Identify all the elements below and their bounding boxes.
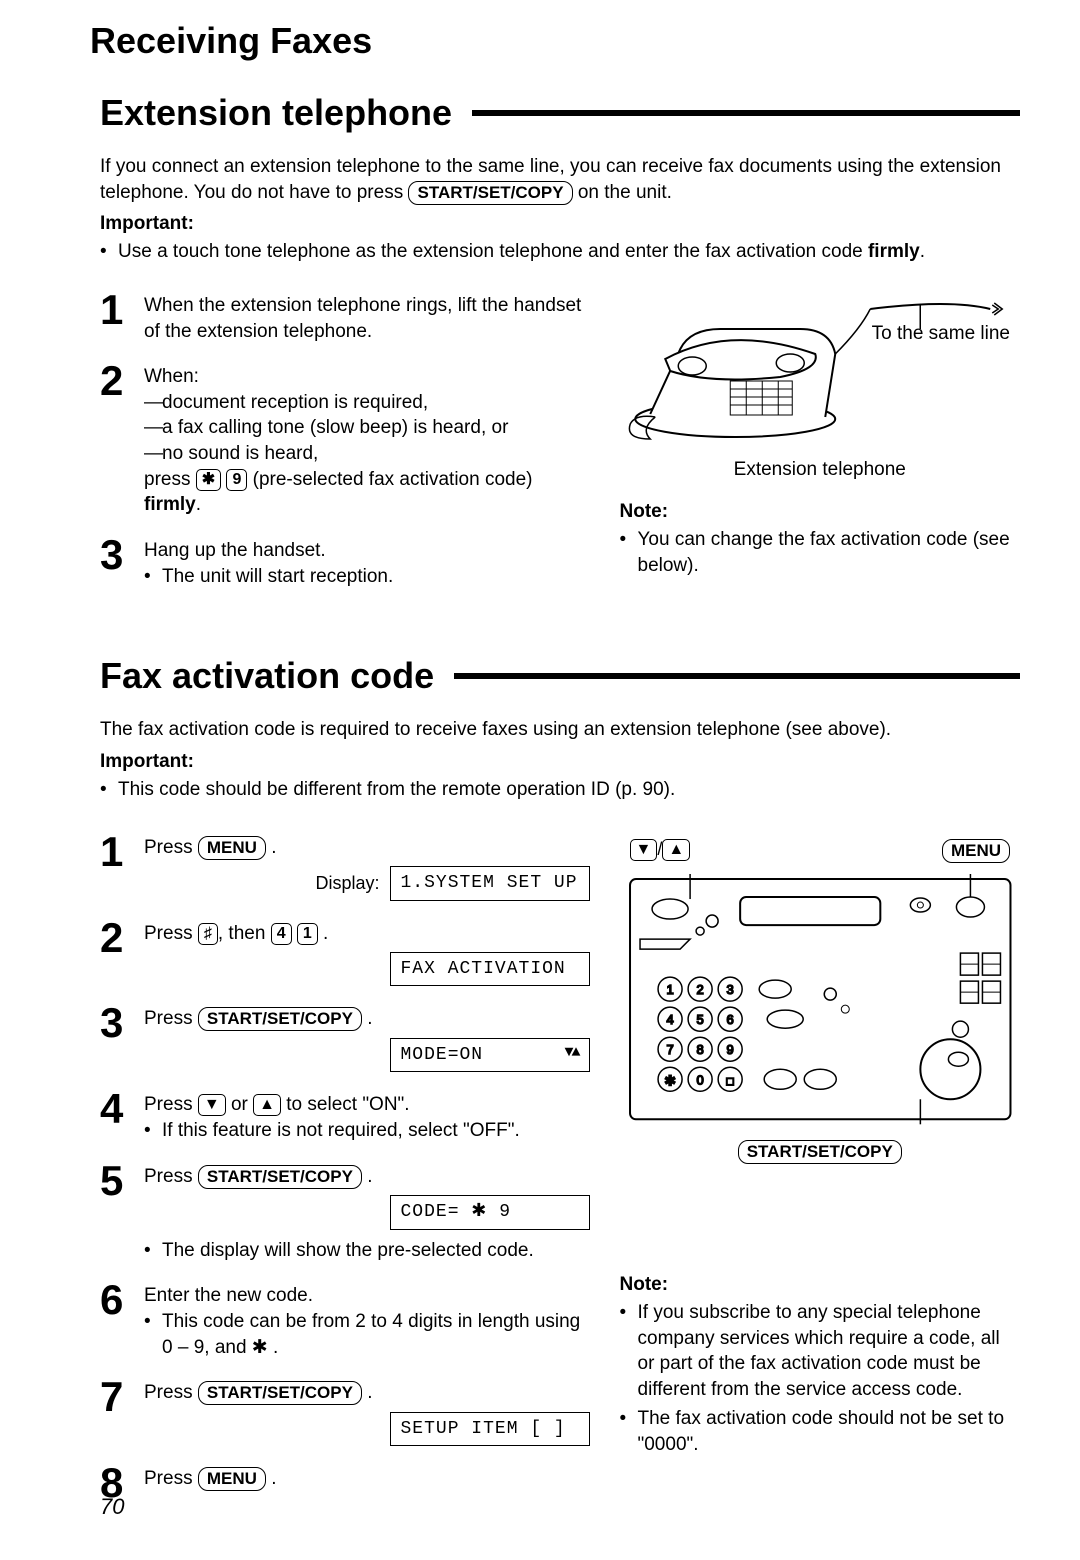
step-number: 6 bbox=[100, 1279, 130, 1360]
key-hash: ♯ bbox=[198, 923, 218, 945]
key-up: ▲ bbox=[253, 1094, 281, 1116]
section1-title: Extension telephone bbox=[100, 92, 452, 134]
section2-note-item: The fax activation code should not be se… bbox=[620, 1406, 1021, 1457]
svg-text:6: 6 bbox=[726, 1012, 733, 1027]
svg-text:1: 1 bbox=[666, 982, 673, 997]
phone-caption: Extension telephone bbox=[620, 459, 1021, 481]
section2-title-row: Fax activation code bbox=[100, 655, 1020, 697]
s1-step-1: 1 When the extension telephone rings, li… bbox=[100, 289, 590, 344]
section2-title: Fax activation code bbox=[100, 655, 434, 697]
step-sub-bullet: This code can be from 2 to 4 digits in l… bbox=[144, 1309, 590, 1360]
step-after-bullet: The display will show the pre-selected c… bbox=[144, 1238, 590, 1264]
step-number: 3 bbox=[100, 534, 130, 589]
step-dash: no sound is heard, bbox=[144, 441, 590, 467]
svg-text:0: 0 bbox=[696, 1072, 703, 1087]
step-text: Enter the new code. bbox=[144, 1283, 590, 1309]
key-down: ▼ bbox=[198, 1094, 226, 1116]
section2-important-label: Important: bbox=[100, 751, 1020, 773]
step-number: 4 bbox=[100, 1088, 130, 1143]
step-number: 1 bbox=[100, 831, 130, 901]
step-number: 1 bbox=[100, 289, 130, 344]
section1-title-row: Extension telephone bbox=[100, 92, 1020, 134]
section1-rule bbox=[472, 110, 1020, 116]
step-dash: document reception is required, bbox=[144, 390, 590, 416]
svg-text:2: 2 bbox=[696, 982, 703, 997]
step-lead: When: bbox=[144, 364, 590, 390]
step-number: 7 bbox=[100, 1376, 130, 1446]
s2-step-5: 5 Press START/SET/COPY . CODE= ✱ 9 The d… bbox=[100, 1160, 590, 1264]
lcd-display: 1.SYSTEM SET UP bbox=[390, 866, 590, 900]
key-start-set-copy: START/SET/COPY bbox=[408, 181, 572, 205]
display-label: Display: bbox=[315, 871, 379, 895]
svg-text:5: 5 bbox=[696, 1012, 703, 1027]
section1-important-label: Important: bbox=[100, 213, 1020, 235]
s2-step-2: 2 Press ♯, then 4 1 . FAX ACTIVATION bbox=[100, 917, 590, 987]
step-number: 2 bbox=[100, 360, 130, 518]
step-sub-bullet: The unit will start reception. bbox=[144, 564, 590, 590]
svg-text:3: 3 bbox=[726, 982, 733, 997]
nav-down-icon: ▼ bbox=[630, 839, 658, 861]
section2-intro: The fax activation code is required to r… bbox=[100, 717, 1020, 743]
s1-step-3: 3 Hang up the handset. The unit will sta… bbox=[100, 534, 590, 589]
key-start-set-copy: START/SET/COPY bbox=[198, 1165, 362, 1189]
key-start-set-copy: START/SET/COPY bbox=[738, 1140, 902, 1164]
step-sub-bullet: If this feature is not required, select … bbox=[144, 1118, 590, 1144]
phone-illustration: To the same line bbox=[620, 289, 1021, 449]
step-press: press ✱ 9 (pre-selected fax activation c… bbox=[144, 467, 590, 518]
section2-note-item: If you subscribe to any special telephon… bbox=[620, 1300, 1021, 1403]
step-text: When the extension telephone rings, lift… bbox=[144, 289, 590, 344]
svg-text:4: 4 bbox=[666, 1012, 673, 1027]
key-4: 4 bbox=[271, 923, 292, 945]
fax-panel-illustration: ▼/▲ MENU bbox=[620, 839, 1021, 1164]
s2-step-1: 1 Press MENU . Display: 1.SYSTEM SET UP bbox=[100, 831, 590, 901]
svg-text:✱: ✱ bbox=[664, 1072, 676, 1088]
line-label: To the same line bbox=[872, 323, 1010, 345]
page-number: 70 bbox=[100, 1494, 124, 1520]
section1-important-item: Use a touch tone telephone as the extens… bbox=[100, 239, 1020, 265]
section1-note-label: Note: bbox=[620, 501, 1021, 523]
step-number: 5 bbox=[100, 1160, 130, 1264]
key-start-set-copy: START/SET/COPY bbox=[198, 1007, 362, 1031]
key-star: ✱ bbox=[196, 469, 221, 491]
key-1: 1 bbox=[297, 923, 318, 945]
step-dash: a fax calling tone (slow beep) is heard,… bbox=[144, 415, 590, 441]
step-text: Hang up the handset. bbox=[144, 538, 590, 564]
lcd-display: SETUP ITEM [ ] bbox=[390, 1412, 590, 1446]
section2-important-item: This code should be different from the r… bbox=[100, 777, 1020, 803]
lcd-display: CODE= ✱ 9 bbox=[390, 1195, 590, 1229]
svg-text:9: 9 bbox=[726, 1042, 733, 1057]
section1-note-item: You can change the fax activation code (… bbox=[620, 527, 1021, 578]
s2-step-4: 4 Press ▼ or ▲ to select "ON". If this f… bbox=[100, 1088, 590, 1143]
s2-step-6: 6 Enter the new code. This code can be f… bbox=[100, 1279, 590, 1360]
step-number: 3 bbox=[100, 1002, 130, 1072]
chapter-title: Receiving Faxes bbox=[90, 20, 1020, 62]
key-start-set-copy: START/SET/COPY bbox=[198, 1381, 362, 1405]
svg-text:8: 8 bbox=[696, 1042, 703, 1057]
svg-text:◻: ◻ bbox=[725, 1075, 734, 1087]
key-menu: MENU bbox=[198, 836, 266, 860]
svg-text:7: 7 bbox=[666, 1042, 673, 1057]
section1-intro: If you connect an extension telephone to… bbox=[100, 154, 1020, 205]
nav-up-icon: ▲ bbox=[662, 839, 690, 861]
s1-step-2: 2 When: document reception is required, … bbox=[100, 360, 590, 518]
section2-rule bbox=[454, 673, 1020, 679]
key-9: 9 bbox=[226, 469, 247, 491]
lcd-display: FAX ACTIVATION bbox=[390, 952, 590, 986]
section2-note-label: Note: bbox=[620, 1274, 1021, 1296]
lcd-display: MODE=ON▼▲ bbox=[390, 1038, 590, 1072]
s2-step-3: 3 Press START/SET/COPY . MODE=ON▼▲ bbox=[100, 1002, 590, 1072]
step-number: 2 bbox=[100, 917, 130, 987]
key-menu: MENU bbox=[942, 839, 1010, 863]
key-menu: MENU bbox=[198, 1467, 266, 1491]
s2-step-7: 7 Press START/SET/COPY . SETUP ITEM [ ] bbox=[100, 1376, 590, 1446]
s2-step-8: 8 Press MENU . bbox=[100, 1462, 590, 1504]
